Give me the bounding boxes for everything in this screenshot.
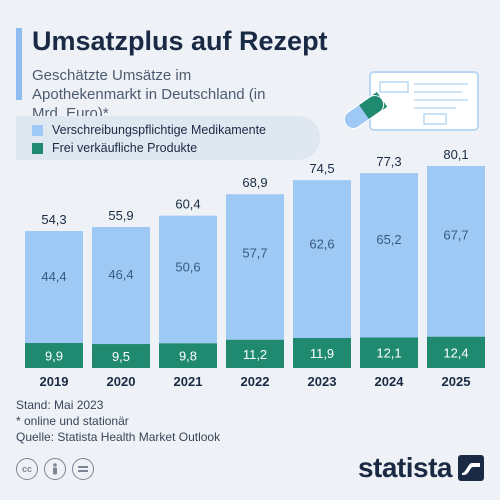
label-otc-2024: 12,1 [376,346,401,361]
label-total-2024: 77,3 [376,154,401,169]
label-total-2022: 68,9 [242,175,267,190]
title-accent-bar [16,28,22,100]
legend-label-rx: Verschreibungspflichtige Medikamente [52,123,267,137]
label-rx-2020: 46,4 [108,267,133,282]
x-tick-2019: 2019 [40,374,69,389]
label-otc-2019: 9,9 [45,349,63,364]
bar-otc-2024 [360,337,418,368]
x-tick-2024: 2024 [375,374,405,389]
prescription-pill-icon [343,71,479,131]
bar-rx-2025 [427,166,485,337]
legend-label-otc: Frei verkäufliche Produkte [52,141,198,155]
chart-subtitle: Geschätzte Umsätze im Apothekenmarkt in … [32,67,266,122]
legend-item-rx: Verschreibungspflichtige Medikamente [32,123,266,137]
label-otc-2025: 12,4 [443,345,468,360]
footer-note: * online und stationär [16,414,129,428]
legend-swatch-rx [32,124,43,136]
bar-rx-2021 [159,215,217,344]
label-rx-2021: 50,6 [175,260,200,275]
bar-otc-2021 [159,343,217,368]
statista-brand[interactable]: statista [358,452,484,484]
label-otc-2023: 11,9 [310,346,334,361]
x-tick-2020: 2020 [107,374,136,389]
attribution-icon[interactable] [44,458,66,480]
label-total-2019: 54,3 [41,212,66,227]
legend-item-otc: Frei verkäufliche Produkte [32,141,197,155]
footer-source: Quelle: Statista Health Market Outlook [16,430,221,444]
label-otc-2020: 9,5 [112,349,130,364]
label-rx-2023: 62,6 [309,236,334,251]
statista-logo-icon [458,455,484,481]
noderivs-icon[interactable] [72,458,94,480]
x-tick-2023: 2023 [308,374,337,389]
bar-otc-2020 [92,344,150,368]
x-tick-2025: 2025 [442,374,471,389]
footer-date: Stand: Mai 2023 [16,398,104,412]
bar-rx-2022 [226,194,284,340]
chart-legend: Verschreibungspflichtige Medikamente Fre… [16,116,320,160]
label-rx-2019: 44,4 [41,269,66,284]
bar-rx-2024 [360,173,418,338]
x-tick-2022: 2022 [241,374,270,389]
label-otc-2021: 9,8 [179,349,197,364]
legend-swatch-otc [32,142,43,154]
label-total-2023: 74,5 [309,161,334,176]
label-total-2025: 80,1 [443,147,468,162]
label-total-2020: 55,9 [108,208,133,223]
bar-rx-2023 [293,180,351,338]
brand-name: statista [357,452,453,483]
bar-otc-2019 [25,343,83,368]
bar-otc-2022 [226,339,284,368]
bar-otc-2023 [293,337,351,368]
cc-icon[interactable]: cc [16,458,38,480]
bar-rx-2019 [25,231,83,344]
label-rx-2025: 67,7 [443,227,468,242]
label-total-2021: 60,4 [175,197,200,212]
bar-otc-2025 [427,336,485,368]
chart-title: Umsatzplus auf Rezept [32,26,328,56]
label-otc-2022: 11,2 [243,347,267,362]
license-icons: cc [16,458,94,480]
x-tick-2021: 2021 [174,374,203,389]
label-rx-2024: 65,2 [376,232,401,247]
bar-rx-2020 [92,227,150,345]
label-rx-2022: 57,7 [242,245,267,260]
